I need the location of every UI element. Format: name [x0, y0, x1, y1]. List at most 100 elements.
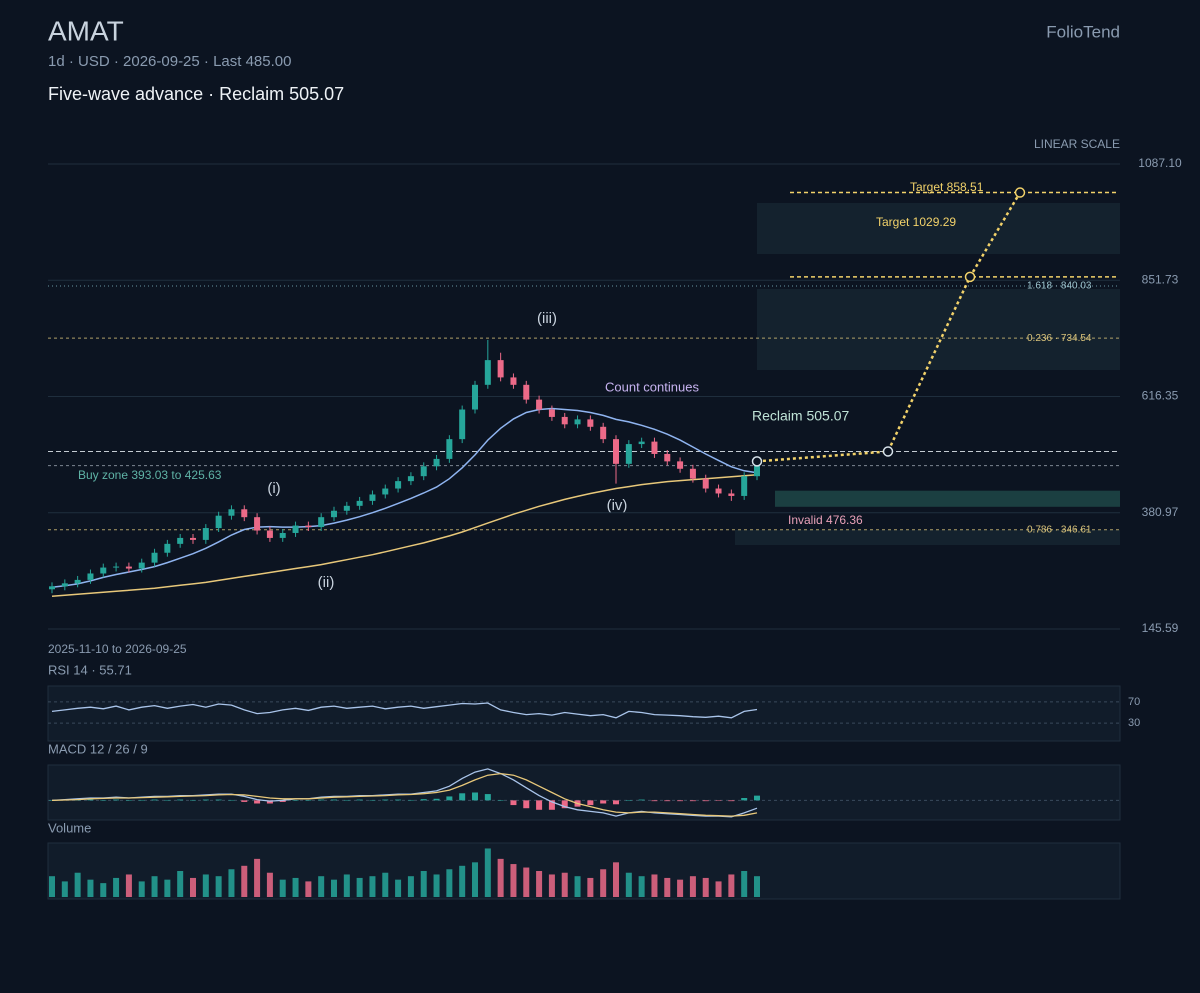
macd-hist [420, 799, 427, 801]
macd-hist [241, 800, 248, 802]
projection-point [1014, 187, 1026, 198]
candle-body [113, 566, 120, 568]
volume-bar [177, 871, 184, 897]
volume-bar [87, 879, 94, 897]
candle-body [125, 566, 132, 569]
volume-bar [574, 876, 581, 897]
candle-body [459, 409, 466, 440]
y-tick-label: 380.97 [1142, 505, 1179, 519]
candle-body [343, 505, 350, 511]
macd-hist [638, 799, 645, 801]
headline: Five-wave advance · Reclaim 505.07 [48, 84, 344, 104]
volume-bar [548, 874, 555, 897]
volume-bar [472, 862, 478, 897]
date-range: 2025-11-10 to 2026-09-25 [48, 642, 187, 656]
candle-body [87, 573, 94, 580]
candle-body [266, 530, 273, 538]
volume-bar [625, 872, 632, 897]
candle-body [587, 419, 594, 427]
target-label: Target 858.51 [910, 180, 984, 194]
candle-body [292, 525, 299, 533]
volume-bar [61, 881, 68, 897]
fib-label: 0.786 · 346.61 [1027, 524, 1092, 535]
candle-body [74, 579, 81, 584]
candle-body [728, 493, 735, 496]
volume-bar [523, 867, 530, 897]
y-tick-label: 145.59 [1142, 621, 1179, 635]
chart-title: AMAT [48, 15, 124, 46]
macd-hist [625, 800, 632, 801]
macd-hist [484, 794, 491, 801]
macd-hist [446, 796, 453, 801]
target-label: Target 1029.29 [876, 215, 956, 229]
volume-bar [279, 879, 286, 897]
macd-panel [47, 764, 1121, 821]
volume-bar [215, 876, 222, 897]
macd-hist [395, 799, 402, 801]
macd-hist [87, 799, 94, 801]
candle-body [664, 453, 671, 462]
subtitle: 1d · USD · 2026-09-25 · Last 485.00 [48, 53, 291, 70]
volume-bar [446, 869, 453, 897]
candle-body [613, 439, 619, 464]
candle-body [625, 444, 632, 464]
macd-hist [369, 799, 376, 801]
candle-body [561, 416, 568, 425]
ma-fast [51, 407, 758, 589]
volume-bar [74, 872, 81, 897]
y-tick-label: 1087.10 [1138, 156, 1182, 170]
candle-body [472, 384, 478, 410]
macd-title: MACD 12 / 26 / 9 [48, 741, 148, 756]
volume-bar [228, 869, 235, 897]
macd-hist [382, 799, 389, 801]
volume-bar [677, 879, 684, 897]
volume-bar [613, 862, 619, 897]
target-zone [757, 289, 1120, 370]
candle-body [677, 461, 684, 469]
projection-point [882, 446, 894, 457]
candle-body [497, 360, 504, 378]
macd-hist [728, 800, 735, 802]
candle-body [420, 466, 427, 477]
candle-body [702, 478, 709, 489]
macd-hist [433, 798, 440, 801]
candle-body [49, 586, 55, 590]
candle-body [574, 419, 581, 425]
macd-hist [343, 799, 350, 801]
candle-body [407, 476, 414, 482]
volume-bar [266, 872, 273, 897]
brand: FolioTend [1046, 22, 1120, 41]
rsi-panel [47, 685, 1121, 742]
projection-point [751, 456, 763, 467]
buy-zone-label: Buy zone 393.03 to 425.63 [78, 468, 222, 482]
y-tick-label: 851.73 [1142, 272, 1179, 286]
volume-bar [49, 876, 55, 897]
volume-bar [497, 858, 504, 897]
candle-body [638, 441, 645, 445]
macd-hist [548, 800, 555, 810]
volume-bar [728, 874, 735, 897]
macd-hist [254, 800, 261, 804]
candle-body [61, 583, 68, 587]
wave-label: (iv) [607, 497, 628, 514]
volume-bar [254, 858, 261, 897]
rsi-line [51, 702, 758, 719]
projection [756, 191, 1022, 463]
volume-bar [190, 877, 196, 897]
volume-bar [331, 879, 337, 897]
candle-body [689, 468, 696, 479]
candle-body [433, 458, 440, 467]
candle-body [318, 517, 325, 528]
volume-bar [664, 877, 671, 897]
candle-body [741, 476, 748, 496]
volume-bar [536, 871, 543, 897]
ma-slow [51, 473, 758, 597]
reclaim-label: Reclaim 505.07 [752, 408, 849, 424]
candle-body [215, 515, 222, 529]
macd-hist [613, 800, 619, 805]
macd-hist [510, 800, 517, 806]
wave-label: (i) [267, 480, 280, 497]
volume-bar [407, 876, 414, 897]
macd-hist [100, 799, 107, 801]
volume-bar [459, 865, 466, 897]
